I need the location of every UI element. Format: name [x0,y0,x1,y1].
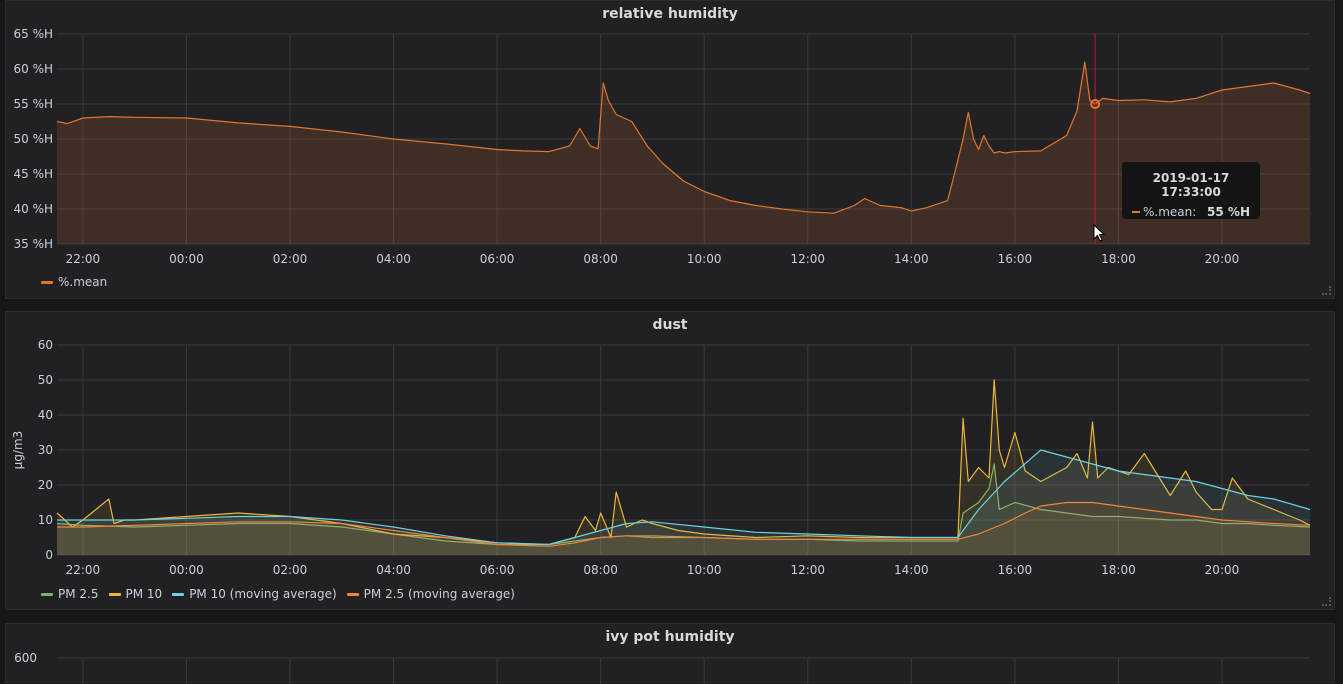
ivy-chart[interactable]: 600 [6,624,1336,684]
y-tick-label: 40 %H [13,202,53,216]
legend-label: PM 10 [125,587,163,601]
x-tick-label: 02:00 [273,563,308,577]
x-tick-label: 16:00 [998,563,1033,577]
panel-title[interactable]: ivy pot humidity [605,629,735,645]
x-tick-label: 16:00 [998,252,1033,266]
y-tick-label: 65 %H [13,27,53,41]
tooltip-swatch [1132,211,1140,213]
legend-swatch [41,592,53,596]
legend-item-pm10[interactable]: PM 10 [108,587,163,601]
tooltip-time: 2019-01-17 17:33:00 [1152,171,1230,199]
legend-label: PM 2.5 (moving average) [363,587,515,601]
legend-swatch [108,592,121,596]
mouse-cursor-icon [1093,224,1105,242]
x-tick-label: 06:00 [480,563,515,577]
humidity-chart[interactable]: 35 %H 40 %H 45 %H 50 %H 55 %H 60 %H 65 %H 22:00… [6,1,1336,300]
y-tick-label: 0 [45,548,53,562]
x-tick-label: 00:00 [169,252,204,266]
series-line-pm-10-moving-average[interactable] [57,449,1311,546]
tooltip-value: 55 %H [1207,205,1250,219]
x-tick-label: 04:00 [376,563,411,577]
ivy-panel: ivy pot humidity 600 [5,623,1336,684]
series-area--mean [57,62,1310,244]
x-tick-label: 20:00 [1205,252,1240,266]
legend-swatch [41,280,53,284]
legend-item-mean[interactable]: %.mean [41,275,107,289]
series-line-pm-2-5[interactable] [56,463,1311,546]
x-tick-label: 14:00 [894,252,929,266]
humidity-panel: relative humidity 35 %H 40 %H 45 %H 50 %H 55… [5,0,1335,299]
x-tick-label: 08:00 [583,563,618,577]
x-tick-label: 02:00 [273,252,308,266]
grid [82,658,1223,684]
dust-panel: dust 0 10 20 30 40 50 60 22:00 00:00 02:00 04:00 06… [5,311,1335,610]
x-tick-label: 22:00 [66,252,101,266]
y-tick-label: 30 [38,443,53,457]
legend-swatch [346,592,359,596]
y-tick-label: 20 [38,478,53,492]
y-tick-label: 55 %H [13,97,53,111]
x-tick-label: 14:00 [894,563,929,577]
y-tick-label: 600 [14,651,37,665]
series-area-pm-2-5-moving-average [57,502,1310,555]
resize-handle[interactable] [1322,286,1331,295]
y-tick-label: 45 %H [13,167,53,181]
y-tick-label: 10 [38,513,53,527]
resize-handle[interactable] [1322,597,1331,606]
y-tick-label: 40 [38,408,53,422]
legend-swatch [172,592,185,596]
series-area-pm-10-moving-average [57,450,1310,555]
grid [57,344,1310,556]
x-tick-label: 20:00 [1205,563,1240,577]
legend: %.mean [41,275,117,289]
series-area-pm-10 [57,380,1310,555]
legend-label: PM 2.5 [58,587,99,601]
y-tick-label: 35 %H [13,237,53,251]
x-tick-label: 06:00 [480,252,515,266]
panel-title[interactable]: dust [652,317,688,333]
x-tick-label: 22:00 [66,563,101,577]
x-tick-label: 08:00 [583,252,618,266]
legend-label: PM 10 (moving average) [189,587,337,601]
y-axis-label: µg/m3 [11,431,25,470]
tooltip-label: %.mean: [1143,205,1197,219]
x-tick-label: 12:00 [790,252,825,266]
panel-title[interactable]: relative humidity [602,6,738,22]
grid [57,33,1310,245]
legend: PM 2.5 PM 10 PM 10 (moving average) PM 2… [41,587,525,601]
y-tick-label: 60 %H [13,62,53,76]
tooltip: 2019-01-17 17:33:00 %.mean: 55 %H [1122,162,1260,219]
x-tick-label: 12:00 [790,563,825,577]
y-tick-label: 60 [38,338,53,352]
y-tick-label: 50 [38,373,53,387]
legend-item-pm25-ma[interactable]: PM 2.5 (moving average) [346,587,515,601]
legend-item-pm10-ma[interactable]: PM 10 (moving average) [172,587,337,601]
x-tick-label: 04:00 [376,252,411,266]
x-tick-label: 10:00 [687,563,722,577]
y-tick-label: 50 %H [13,132,53,146]
x-tick-label: 18:00 [1101,252,1136,266]
series-line-pm-2-5-moving-average[interactable] [57,501,1311,547]
x-tick-label: 00:00 [169,563,204,577]
x-tick-label: 10:00 [687,252,722,266]
legend-label: %.mean [58,275,108,289]
dust-chart[interactable]: 0 10 20 30 40 50 60 22:00 00:00 02:00 04:00 06:00 08… [6,312,1336,611]
legend-item-pm25[interactable]: PM 2.5 [41,587,99,601]
x-tick-label: 18:00 [1101,563,1136,577]
hover-point [1090,99,1101,109]
tooltip-row: %.mean: 55 %H [1132,205,1250,219]
